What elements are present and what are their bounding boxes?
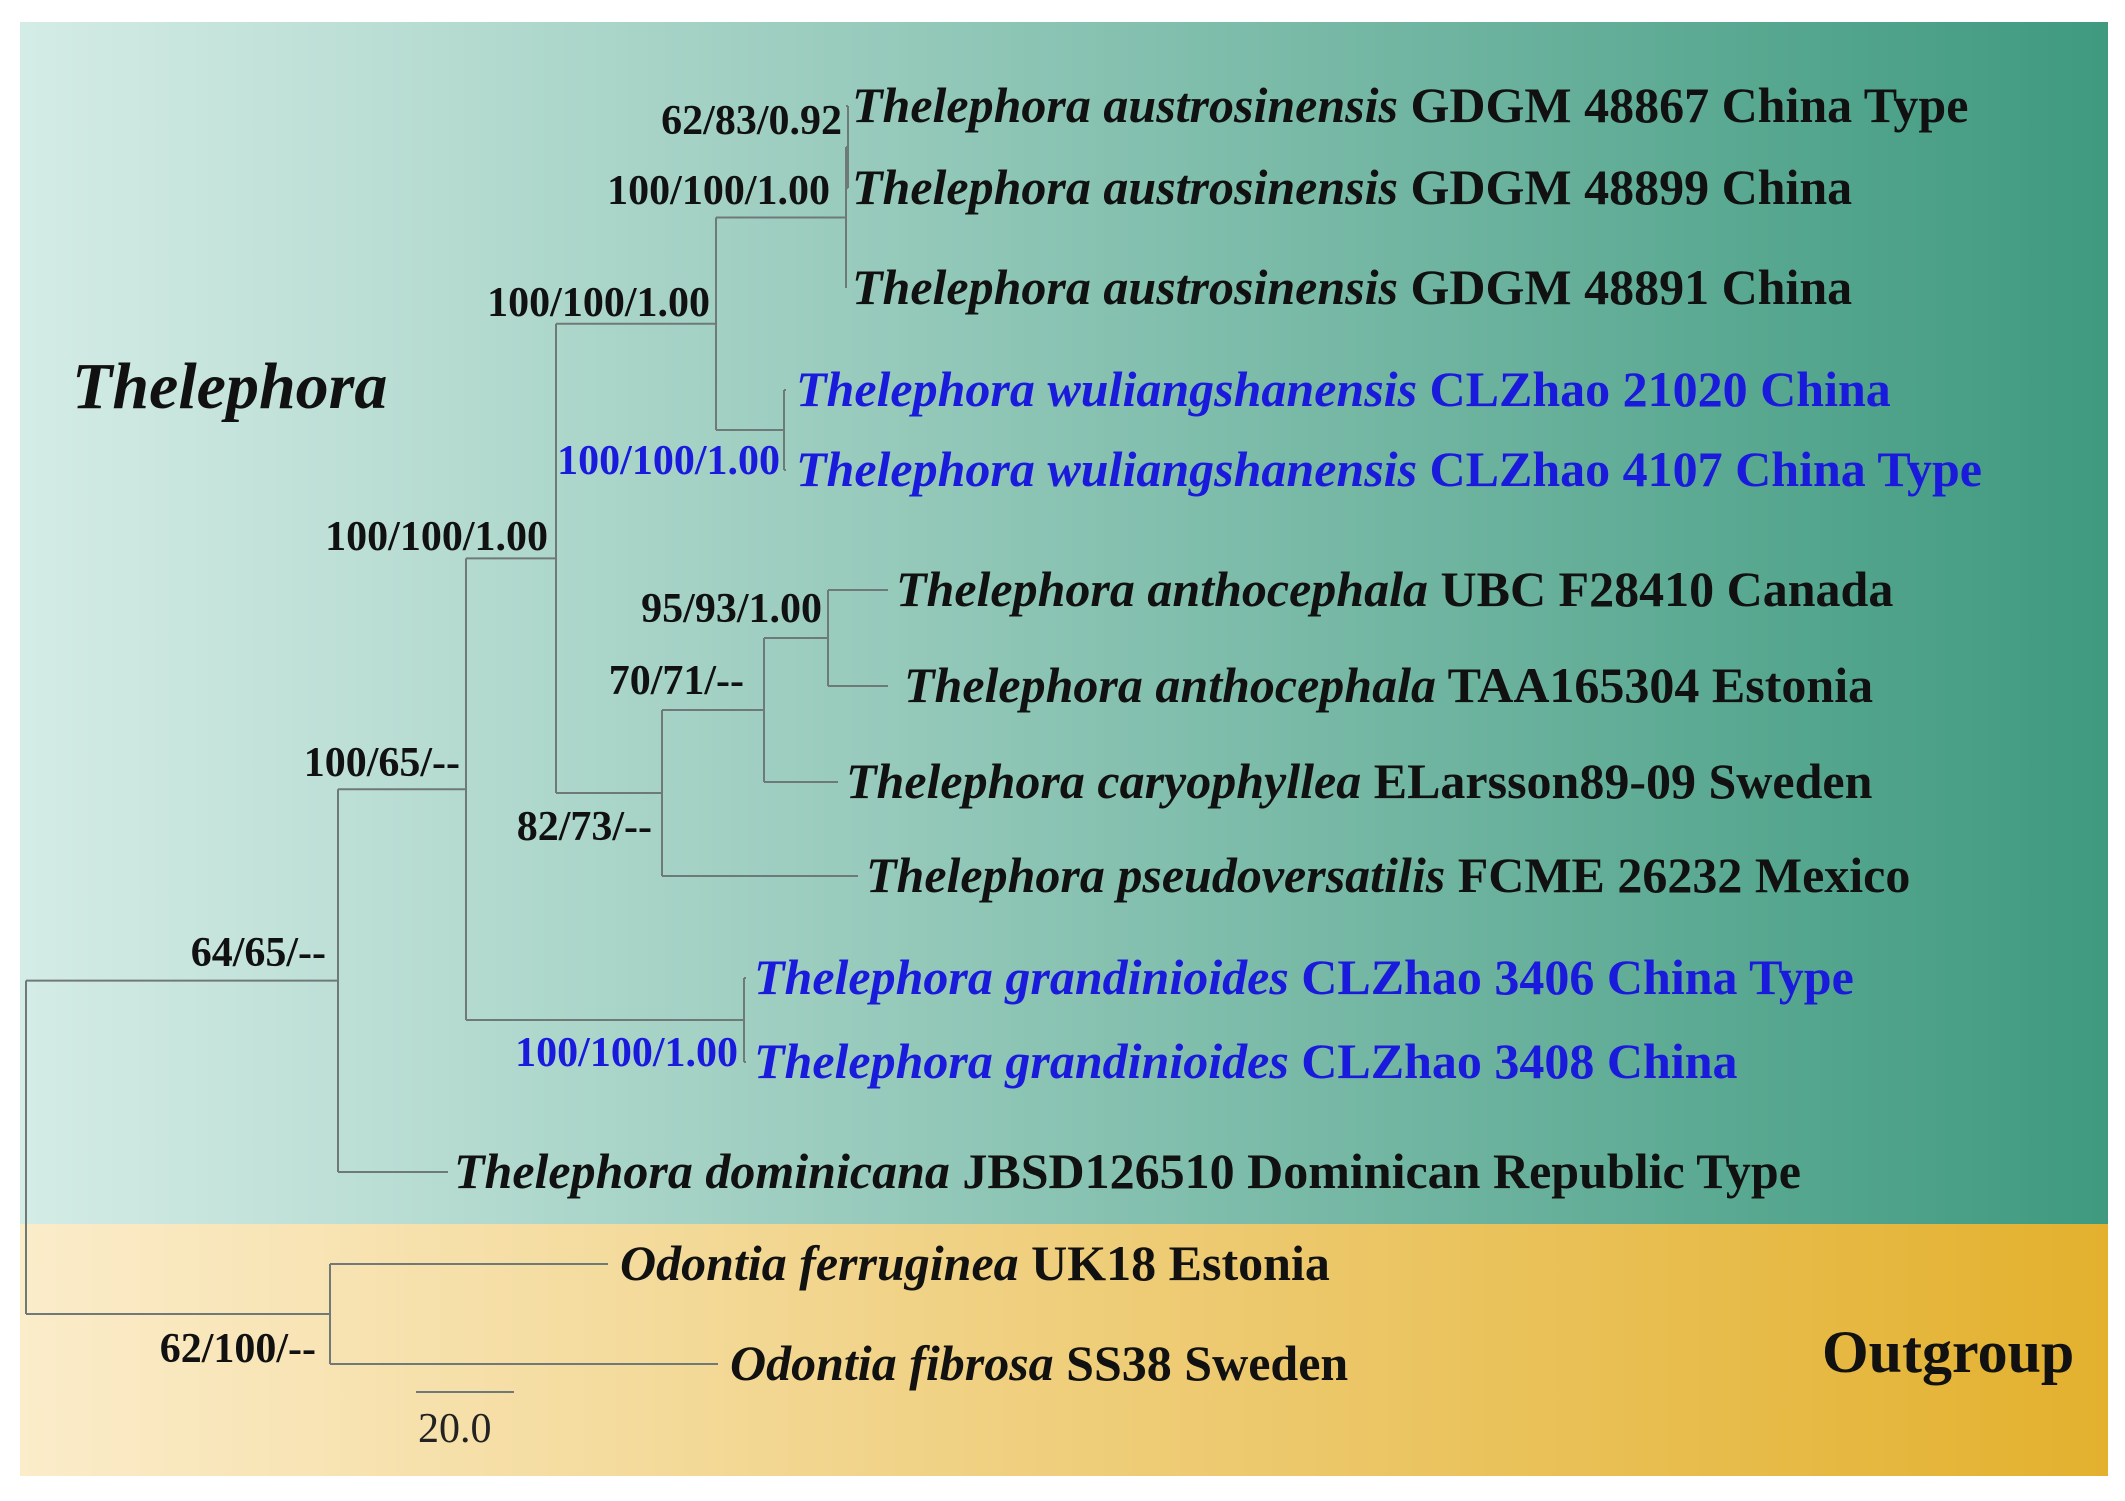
taxon-species-name: Thelephora wuliangshanensis <box>796 361 1417 417</box>
taxon-voucher: JBSD126510 Dominican Republic Type <box>950 1143 1801 1199</box>
scale-bar-label: 20.0 <box>418 1406 492 1452</box>
taxon-voucher: TAA165304 Estonia <box>1436 657 1873 713</box>
support-value: 82/73/-- <box>517 804 652 850</box>
ingroup-background <box>20 22 2108 1224</box>
support-value: 100/100/1.00 <box>607 168 830 214</box>
outgroup-background <box>20 1224 2108 1476</box>
support-labels: 62/83/0.92100/100/1.00100/100/1.00100/10… <box>160 98 842 1372</box>
taxon-label: Thelephora grandinioides CLZhao 3408 Chi… <box>754 1033 1738 1089</box>
support-value: 100/100/1.00 <box>515 1030 738 1076</box>
taxon-species-name: Thelephora austrosinensis <box>852 159 1398 215</box>
support-value: 62/100/-- <box>160 1326 316 1372</box>
taxon-species-name: Thelephora anthocephala <box>896 561 1428 617</box>
taxon-voucher: CLZhao 3408 China <box>1289 1033 1738 1089</box>
taxon-label: Thelephora pseudoversatilis FCME 26232 M… <box>866 847 1910 903</box>
taxon-label: Thelephora anthocephala UBC F28410 Canad… <box>896 561 1893 617</box>
scale-bar: 20.0 <box>416 1391 514 1452</box>
tree-branches <box>25 105 888 1365</box>
taxon-voucher: FCME 26232 Mexico <box>1445 847 1910 903</box>
taxon-species-name: Thelephora grandinioides <box>754 1033 1289 1089</box>
taxon-species-name: Thelephora grandinioides <box>754 949 1289 1005</box>
taxon-species-name: Thelephora austrosinensis <box>852 259 1398 315</box>
support-value: 62/83/0.92 <box>661 98 842 144</box>
taxon-labels: Thelephora austrosinensis GDGM 48867 Chi… <box>454 77 1982 1391</box>
taxon-label: Thelephora austrosinensis GDGM 48891 Chi… <box>852 259 1852 315</box>
taxon-voucher: SS38 Sweden <box>1054 1335 1349 1391</box>
taxon-voucher: UK18 Estonia <box>1019 1235 1330 1291</box>
taxon-label: Odontia ferruginea UK18 Estonia <box>620 1235 1330 1291</box>
taxon-label: Thelephora dominicana JBSD126510 Dominic… <box>454 1143 1801 1199</box>
support-value: 70/71/-- <box>609 658 744 704</box>
support-value: 64/65/-- <box>191 930 326 976</box>
support-value: 100/100/1.00 <box>557 438 780 484</box>
taxon-voucher: GDGM 48899 China <box>1398 159 1852 215</box>
taxon-species-name: Odontia fibrosa <box>730 1335 1054 1391</box>
taxon-species-name: Thelephora caryophyllea <box>846 753 1361 809</box>
taxon-label: Thelephora grandinioides CLZhao 3406 Chi… <box>754 949 1854 1005</box>
taxon-species-name: Thelephora pseudoversatilis <box>866 847 1445 903</box>
taxon-voucher: ELarsson89-09 Sweden <box>1361 753 1872 809</box>
taxon-label: Thelephora wuliangshanensis CLZhao 21020… <box>796 361 1891 417</box>
taxon-species-name: Thelephora austrosinensis <box>852 77 1398 133</box>
taxon-label: Odontia fibrosa SS38 Sweden <box>730 1335 1348 1391</box>
outgroup-clade-label: Outgroup <box>1822 1319 2074 1385</box>
taxon-species-name: Thelephora dominicana <box>454 1143 950 1199</box>
support-value: 100/100/1.00 <box>487 280 710 326</box>
taxon-species-name: Thelephora anthocephala <box>904 657 1436 713</box>
taxon-species-name: Odontia ferruginea <box>620 1235 1019 1291</box>
support-value: 95/93/1.00 <box>641 586 822 632</box>
taxon-label: Thelephora anthocephala TAA165304 Estoni… <box>904 657 1873 713</box>
support-value: 100/65/-- <box>304 740 460 786</box>
taxon-species-name: Thelephora wuliangshanensis <box>796 441 1417 497</box>
taxon-label: Thelephora wuliangshanensis CLZhao 4107 … <box>796 441 1982 497</box>
taxon-label: Thelephora austrosinensis GDGM 48899 Chi… <box>852 159 1852 215</box>
taxon-label: Thelephora caryophyllea ELarsson89-09 Sw… <box>846 753 1873 809</box>
taxon-voucher: GDGM 48891 China <box>1398 259 1852 315</box>
ingroup-clade-label: Thelephora <box>72 350 387 423</box>
taxon-voucher: CLZhao 21020 China <box>1417 361 1891 417</box>
taxon-label: Thelephora austrosinensis GDGM 48867 Chi… <box>852 77 1968 133</box>
taxon-voucher: CLZhao 4107 China Type <box>1417 441 1982 497</box>
taxon-voucher: CLZhao 3406 China Type <box>1289 949 1854 1005</box>
taxon-voucher: UBC F28410 Canada <box>1428 561 1893 617</box>
taxon-voucher: GDGM 48867 China Type <box>1398 77 1968 133</box>
support-value: 100/100/1.00 <box>325 514 548 560</box>
